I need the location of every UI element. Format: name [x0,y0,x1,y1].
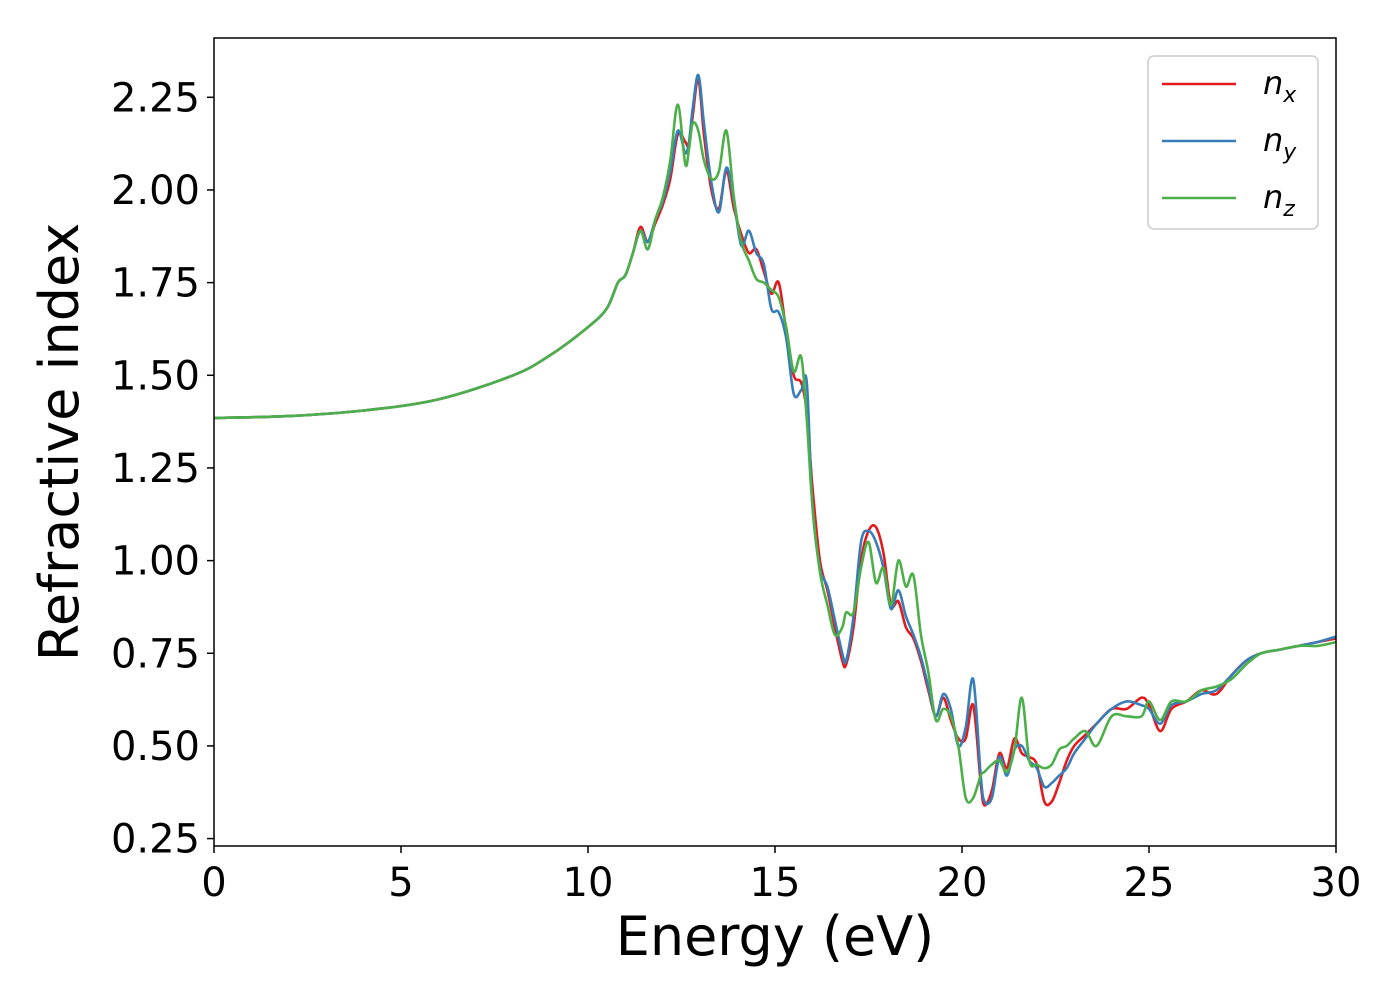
x-tick-label: 15 [750,860,801,906]
x-tick-label: 5 [388,860,413,906]
legend-label-main: n [1263,178,1283,216]
legend-label-main: n [1263,121,1283,159]
series-layer [214,73,1336,807]
x-tick-label: 0 [201,860,226,906]
series-line-nz [214,103,1336,804]
x-tick-label: 20 [937,860,988,906]
x-axis-title: Energy (eV) [616,905,935,968]
legend-label-ny: ny [1263,121,1297,165]
x-tick-label: 30 [1311,860,1362,906]
y-tick-label: 0.75 [111,631,200,677]
legend-box [1147,55,1319,230]
series-line-ny [214,73,1336,806]
y-tick-label: 1.50 [111,353,200,399]
legend-label-subscript: y [1282,140,1297,165]
x-tick-label: 10 [563,860,614,906]
y-axis-title: Refractive index [28,223,91,662]
x-tick-label: 25 [1124,860,1175,906]
legend-label-main: n [1263,64,1283,102]
x-axis-ticks: 0 5 10 15 20 25 30 [201,846,1361,906]
legend-label-subscript: x [1282,83,1297,108]
legend-label-nz: nz [1263,178,1295,222]
y-tick-label: 0.25 [111,817,200,863]
legend-label-subscript: z [1282,197,1295,222]
y-tick-label: 1.00 [111,539,200,585]
y-tick-label: 0.50 [111,724,200,770]
y-tick-label: 1.25 [111,446,200,492]
y-axis-ticks: 0.25 0.50 0.75 1.00 1.25 1.50 1.75 2.00 2.25 [111,75,214,863]
legend-label-nx: nx [1263,64,1297,108]
y-tick-label: 1.75 [111,261,200,307]
y-tick-label: 2.25 [111,75,200,121]
y-tick-label: 2.00 [111,168,200,214]
